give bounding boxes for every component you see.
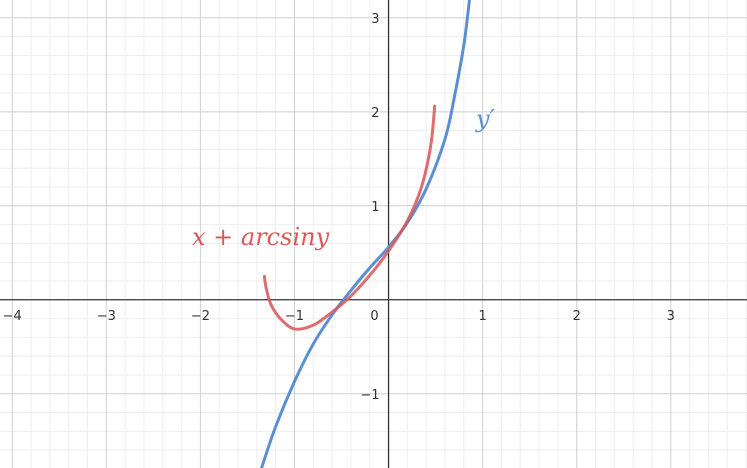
curve-labels: y′ x + arcsiny (192, 105, 496, 251)
curves (260, 0, 471, 468)
x-tick-label: 2 (573, 309, 581, 324)
x-tick-label: −2 (191, 309, 210, 324)
series-label-y-prime: y′ (475, 105, 496, 133)
tick-labels: −4 −3 −2 −1 0 1 2 3 −1 1 2 3 (3, 12, 675, 403)
x-tick-label: −1 (285, 309, 304, 324)
x-tick-label: −4 (3, 309, 22, 324)
x-tick-label: −3 (97, 309, 116, 324)
x-tick-label: 3 (667, 309, 675, 324)
y-tick-label: −1 (360, 388, 379, 403)
series-line-x-plus-arcsin-y (262, 104, 437, 331)
x-tick-label: 0 (370, 309, 378, 324)
y-tick-label: 2 (371, 106, 379, 121)
series-line-y-prime (260, 0, 471, 468)
y-tick-label: 3 (371, 12, 379, 27)
y-tick-label: 1 (371, 200, 379, 215)
series-label-x-plus-arcsin-y: x + arcsiny (192, 223, 330, 251)
x-tick-label: 1 (478, 309, 486, 324)
